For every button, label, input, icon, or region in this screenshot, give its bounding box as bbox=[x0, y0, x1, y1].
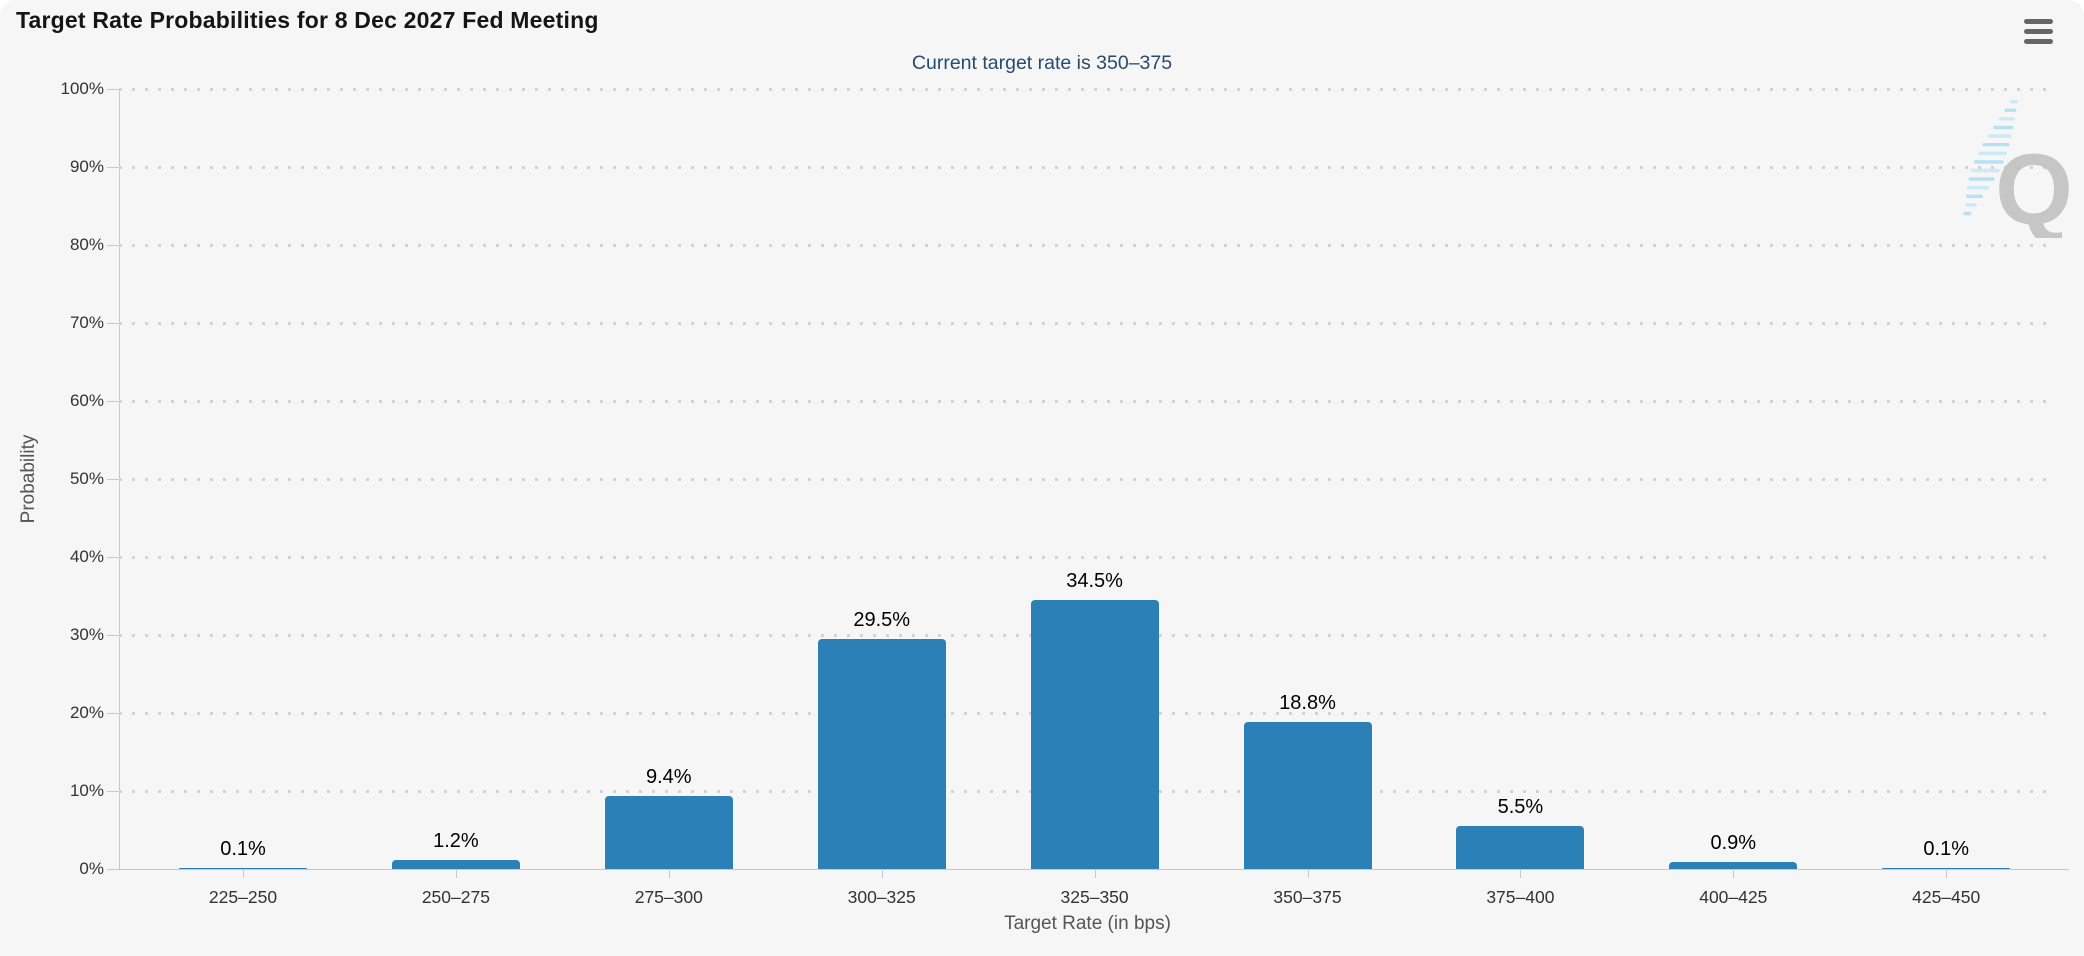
x-axis-category-label: 375–400 bbox=[1486, 887, 1555, 907]
chart-title: Target Rate Probabilities for 8 Dec 2027… bbox=[16, 7, 599, 33]
y-axis-tick-label: 60% bbox=[69, 391, 104, 410]
probability-bar[interactable] bbox=[1030, 600, 1159, 869]
hamburger-icon bbox=[2024, 39, 2053, 44]
probability-bar[interactable] bbox=[1456, 826, 1585, 869]
x-axis-category-label: 250–275 bbox=[421, 887, 490, 907]
y-axis-tick bbox=[107, 167, 119, 168]
x-axis-tick bbox=[881, 870, 883, 878]
x-axis-category-label: 400–425 bbox=[1699, 887, 1768, 907]
chart-subtitle: Current target rate is 350–375 bbox=[911, 52, 1173, 74]
x-axis-tick bbox=[455, 870, 457, 878]
probability-bar[interactable] bbox=[604, 796, 733, 869]
bar-value-label: 0.1% bbox=[1923, 838, 1969, 860]
x-axis-category-label: 425–450 bbox=[1912, 887, 1981, 907]
y-axis-tick bbox=[107, 245, 119, 246]
y-axis-tick bbox=[107, 713, 119, 714]
bar-value-label: 0.9% bbox=[1710, 832, 1757, 854]
bar-value-label: 5.5% bbox=[1497, 796, 1544, 818]
bar-value-label: 9.4% bbox=[646, 766, 692, 788]
y-axis-tick-label: 100% bbox=[60, 79, 104, 98]
bar-value-label: 18.8% bbox=[1279, 692, 1336, 714]
y-axis-tick bbox=[107, 869, 119, 870]
x-axis-tick bbox=[668, 870, 670, 878]
y-axis-tick bbox=[107, 323, 119, 324]
y-axis-tick-label: 50% bbox=[69, 469, 104, 488]
x-axis-tick bbox=[243, 870, 244, 878]
probability-bar[interactable] bbox=[817, 639, 946, 869]
x-axis-tick bbox=[1307, 870, 1309, 878]
y-axis-tick-label: 20% bbox=[69, 703, 104, 722]
y-axis-tick bbox=[107, 557, 119, 558]
bar-value-label: 29.5% bbox=[853, 609, 911, 631]
y-axis-tick-label: 70% bbox=[69, 313, 104, 332]
y-axis-tick bbox=[107, 401, 119, 402]
y-gridline bbox=[119, 88, 2056, 91]
chart-context-menu-button[interactable] bbox=[2024, 19, 2053, 44]
hamburger-icon bbox=[2024, 19, 2053, 24]
probability-bar[interactable] bbox=[1882, 868, 2011, 869]
probability-bar[interactable] bbox=[1243, 722, 1372, 869]
y-axis-tick-label: 40% bbox=[69, 547, 104, 566]
y-axis-tick bbox=[107, 635, 119, 636]
x-axis-category-label: 300–325 bbox=[847, 887, 916, 907]
y-gridline bbox=[119, 244, 2056, 247]
y-axis-tick-label: 0% bbox=[79, 859, 104, 878]
y-axis-tick bbox=[107, 479, 119, 480]
x-axis-line bbox=[119, 869, 2069, 870]
bar-value-label: 34.5% bbox=[1066, 570, 1123, 592]
y-gridline bbox=[119, 556, 2056, 559]
y-axis-title: Probability bbox=[18, 434, 39, 524]
y-gridline bbox=[119, 400, 2056, 403]
y-axis-tick bbox=[107, 89, 119, 90]
x-axis-tick bbox=[1094, 870, 1096, 878]
y-axis-tick bbox=[107, 791, 119, 792]
bar-value-label: 0.1% bbox=[220, 838, 266, 860]
bar-value-label: 1.2% bbox=[433, 830, 479, 852]
y-axis-tick-label: 90% bbox=[69, 157, 104, 176]
probability-bar[interactable] bbox=[391, 860, 520, 869]
x-axis-tick bbox=[1946, 870, 1948, 878]
y-axis-tick-label: 80% bbox=[69, 235, 104, 254]
x-axis-category-label: 325–350 bbox=[1060, 887, 1129, 907]
y-axis-tick-label: 30% bbox=[69, 625, 104, 644]
y-gridline bbox=[119, 322, 2056, 325]
x-axis-category-label: 225–250 bbox=[208, 887, 278, 907]
x-axis-title: Target Rate (in bps) bbox=[1004, 913, 1171, 934]
x-axis-category-label: 275–300 bbox=[634, 887, 703, 907]
y-axis-tick-label: 10% bbox=[69, 781, 104, 800]
x-axis-category-label: 350–375 bbox=[1273, 887, 1342, 907]
hamburger-icon bbox=[2024, 29, 2053, 34]
x-axis-tick bbox=[1520, 870, 1522, 878]
probability-bar[interactable] bbox=[1669, 862, 1798, 869]
y-gridline bbox=[119, 166, 2056, 169]
probability-bar[interactable] bbox=[179, 868, 307, 869]
x-axis-tick bbox=[1733, 870, 1735, 878]
y-gridline bbox=[119, 478, 2056, 481]
